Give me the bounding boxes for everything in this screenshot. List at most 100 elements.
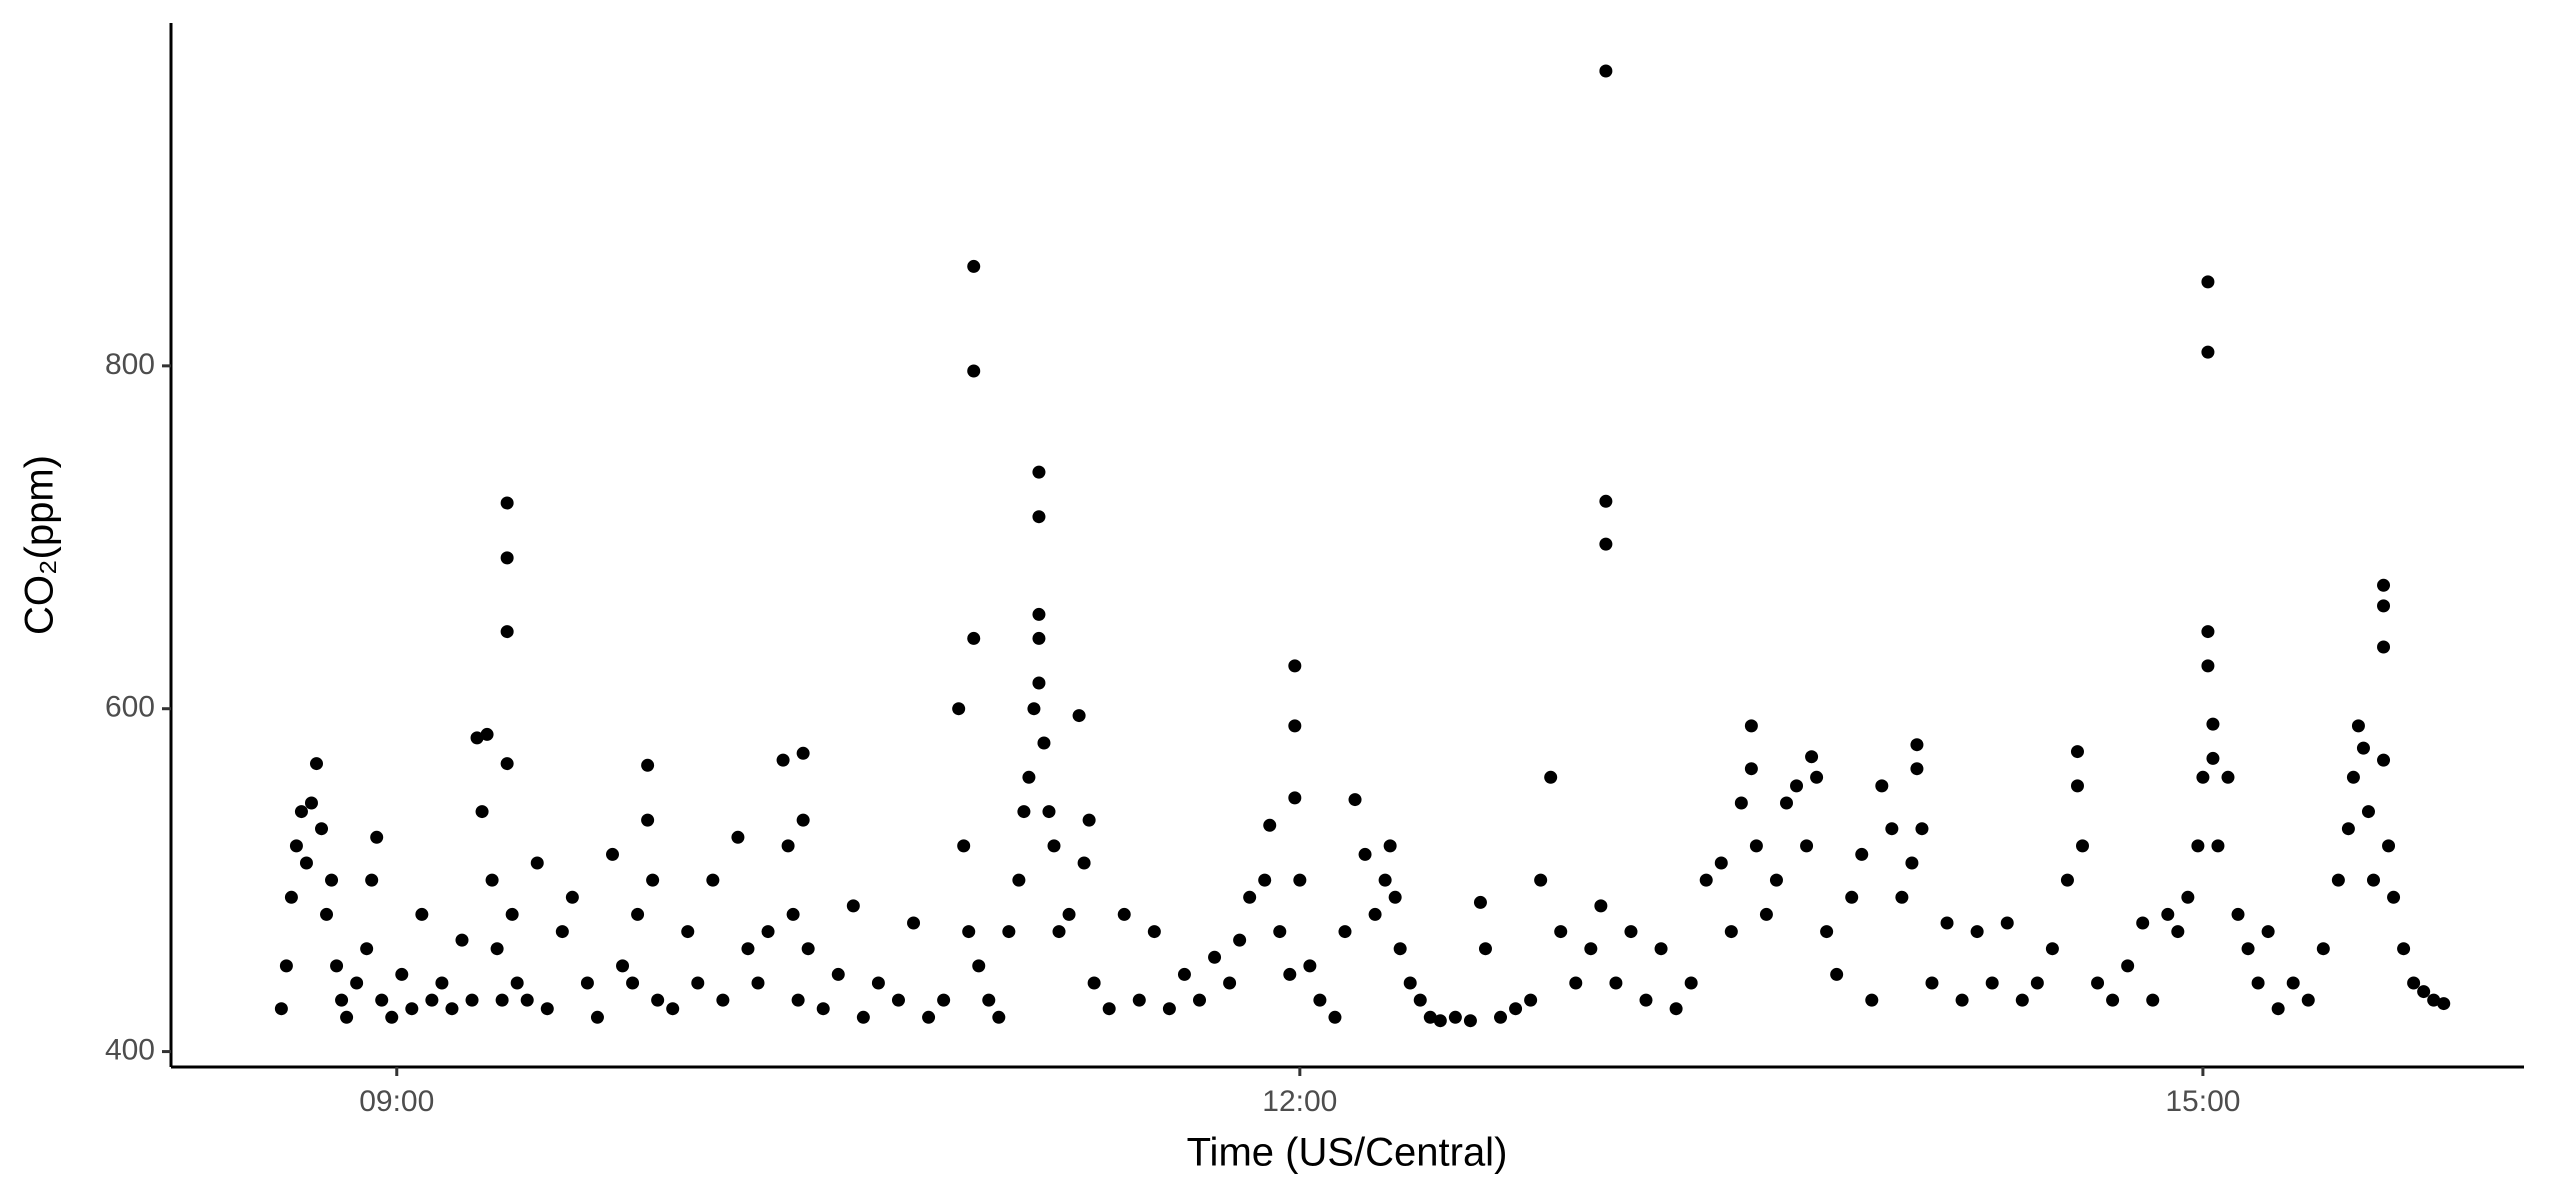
- point: [957, 839, 971, 853]
- point: [2316, 942, 2330, 956]
- point: [1433, 1014, 1447, 1028]
- point: [706, 873, 720, 887]
- point: [1072, 709, 1086, 723]
- point: [1032, 607, 1046, 621]
- point: [330, 959, 344, 973]
- point: [801, 942, 815, 956]
- point: [1082, 813, 1096, 827]
- point: [1017, 805, 1031, 819]
- point: [580, 976, 594, 990]
- point: [1599, 64, 1613, 78]
- point: [2417, 985, 2431, 999]
- y-axis-title: CO₂(ppm): [18, 455, 62, 635]
- point: [761, 925, 775, 939]
- point: [646, 873, 660, 887]
- point: [1102, 1002, 1116, 1016]
- point: [2075, 839, 2089, 853]
- point: [641, 813, 655, 827]
- point: [455, 933, 469, 947]
- point: [2146, 993, 2160, 1007]
- point: [751, 976, 765, 990]
- point: [2331, 873, 2345, 887]
- point: [1940, 916, 1954, 930]
- point: [1303, 959, 1317, 973]
- point: [1779, 796, 1793, 810]
- point: [616, 959, 630, 973]
- point: [274, 1002, 288, 1016]
- point: [1925, 976, 1939, 990]
- point: [1162, 1002, 1176, 1016]
- point: [2346, 770, 2360, 784]
- point: [1970, 925, 1984, 939]
- point: [1915, 822, 1929, 836]
- point: [2136, 916, 2150, 930]
- point: [2356, 741, 2370, 755]
- point: [666, 1002, 680, 1016]
- point: [1885, 822, 1899, 836]
- point: [691, 976, 705, 990]
- point: [1042, 805, 1056, 819]
- point: [626, 976, 640, 990]
- point: [1845, 890, 1859, 904]
- point: [1037, 736, 1051, 750]
- point: [1328, 1010, 1342, 1024]
- point: [375, 993, 389, 1007]
- point: [1524, 993, 1538, 1007]
- point: [2091, 976, 2105, 990]
- point: [1599, 537, 1613, 551]
- point: [2251, 976, 2265, 990]
- point: [405, 1002, 419, 1016]
- point: [2341, 822, 2355, 836]
- point: [1258, 873, 1272, 887]
- point: [1313, 993, 1327, 1007]
- point: [1699, 873, 1713, 887]
- point: [2030, 976, 2044, 990]
- point: [2261, 925, 2275, 939]
- point: [631, 907, 645, 921]
- point: [741, 942, 755, 956]
- point: [2015, 993, 2029, 1007]
- point: [1584, 942, 1598, 956]
- point: [1288, 719, 1302, 733]
- point: [2407, 976, 2421, 990]
- point: [2201, 275, 2215, 289]
- point: [952, 702, 966, 716]
- point: [1734, 796, 1748, 810]
- point: [1032, 510, 1046, 524]
- point: [1047, 839, 1061, 853]
- point: [1534, 873, 1548, 887]
- point: [1494, 1010, 1508, 1024]
- point: [856, 1010, 870, 1024]
- point: [2301, 993, 2315, 1007]
- point: [1338, 925, 1352, 939]
- point: [1062, 907, 1076, 921]
- point: [340, 1010, 354, 1024]
- point: [2211, 839, 2225, 853]
- point: [2221, 770, 2235, 784]
- point: [395, 967, 409, 981]
- point: [681, 925, 695, 939]
- point: [1022, 770, 1036, 784]
- point: [1273, 925, 1287, 939]
- point: [1383, 839, 1397, 853]
- point: [299, 856, 313, 870]
- point: [962, 925, 976, 939]
- point: [606, 847, 620, 861]
- point: [1478, 942, 1492, 956]
- point: [1423, 1010, 1437, 1024]
- point: [2201, 625, 2215, 639]
- point: [716, 993, 730, 1007]
- point: [1569, 976, 1583, 990]
- point: [791, 993, 805, 1007]
- point: [1052, 925, 1066, 939]
- point: [1759, 907, 1773, 921]
- point: [1800, 839, 1814, 853]
- point: [289, 839, 303, 853]
- y-tick-label: 400: [105, 1033, 155, 1066]
- point: [2271, 1002, 2285, 1016]
- point: [2196, 770, 2210, 784]
- point: [2286, 976, 2300, 990]
- point: [781, 839, 795, 853]
- point: [385, 1010, 399, 1024]
